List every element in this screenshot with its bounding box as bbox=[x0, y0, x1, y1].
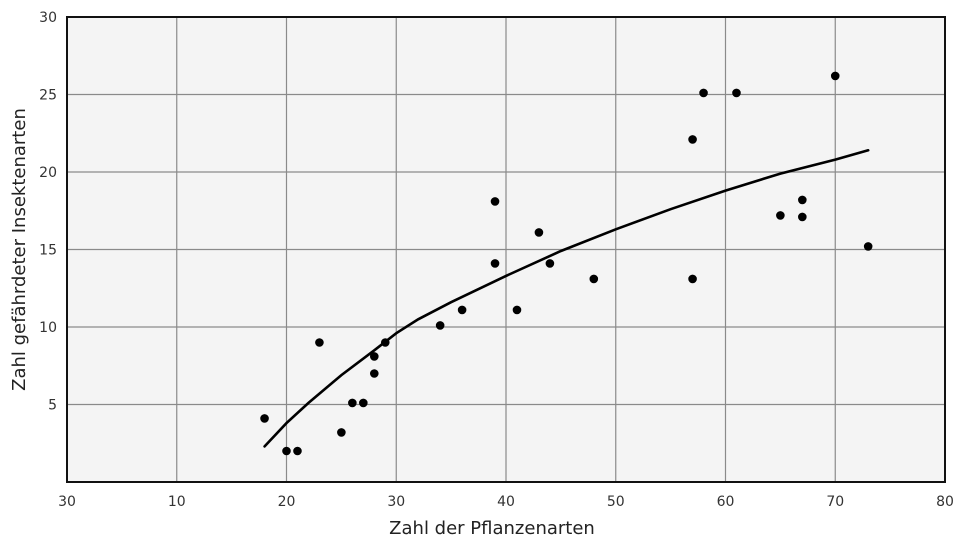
y-tick-label: 10 bbox=[39, 320, 57, 336]
data-point bbox=[534, 228, 544, 237]
data-point bbox=[380, 338, 390, 347]
x-tick-label: 10 bbox=[168, 494, 186, 510]
data-point bbox=[589, 274, 599, 284]
y-tick-label: 15 bbox=[39, 243, 57, 259]
x-tick-label: 50 bbox=[607, 494, 625, 510]
data-point bbox=[776, 211, 785, 220]
data-point bbox=[688, 135, 697, 144]
data-point bbox=[732, 88, 741, 98]
data-point bbox=[863, 242, 873, 251]
data-point bbox=[337, 428, 346, 437]
data-point bbox=[315, 338, 324, 347]
data-point bbox=[512, 305, 522, 315]
data-point bbox=[435, 321, 445, 330]
plot-frame bbox=[66, 16, 946, 483]
data-point bbox=[457, 305, 467, 315]
y-tick-label: 20 bbox=[39, 165, 57, 181]
data-point bbox=[830, 71, 840, 81]
x-tick-label: 80 bbox=[936, 494, 954, 510]
data-points bbox=[260, 71, 873, 456]
x-tick-label: 30 bbox=[58, 494, 76, 510]
data-point bbox=[348, 398, 357, 408]
x-axis-ticks: 30 10 20 30 40 50 60 70 80 bbox=[58, 494, 954, 510]
y-tick-label: 5 bbox=[48, 398, 57, 414]
x-tick-label: 40 bbox=[497, 494, 515, 510]
x-tick-label: 60 bbox=[717, 494, 735, 510]
trend-curve bbox=[263, 149, 870, 448]
grid-lines bbox=[67, 17, 945, 482]
y-axis-label: Zahl gefährdeter Insektenarten bbox=[9, 108, 30, 391]
x-tick-label: 20 bbox=[278, 494, 296, 510]
x-tick-label: 30 bbox=[387, 494, 405, 510]
data-point bbox=[699, 88, 708, 98]
x-axis-label: Zahl der Pflanzenarten bbox=[389, 518, 595, 539]
data-point bbox=[370, 369, 379, 378]
data-point bbox=[490, 197, 500, 206]
y-axis-ticks: 5 10 15 20 25 30 bbox=[39, 10, 57, 414]
data-point bbox=[370, 352, 379, 361]
data-point bbox=[260, 414, 269, 423]
data-point bbox=[293, 446, 302, 456]
data-point bbox=[490, 259, 500, 268]
data-point bbox=[688, 274, 697, 284]
y-tick-label: 25 bbox=[39, 88, 57, 104]
data-point bbox=[798, 212, 807, 222]
data-point bbox=[359, 398, 368, 408]
data-point bbox=[798, 195, 807, 205]
x-tick-label: 70 bbox=[826, 494, 844, 510]
data-point bbox=[282, 446, 291, 456]
y-tick-label: 30 bbox=[39, 10, 57, 26]
data-point bbox=[545, 259, 555, 268]
